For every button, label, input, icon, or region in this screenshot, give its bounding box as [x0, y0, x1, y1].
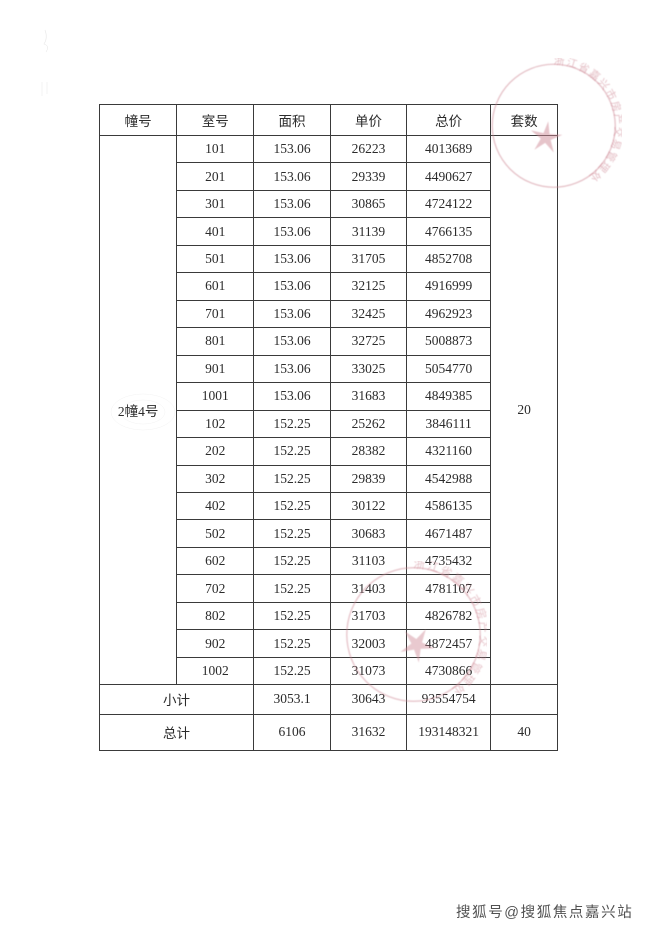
svg-text:浙江省嘉兴市房产交易管理处: 浙江省嘉兴市房产交易管理处 — [553, 58, 621, 184]
svg-text:浙江省嘉兴市房产交易管理处: 浙江省嘉兴市房产交易管理处 — [413, 561, 487, 698]
